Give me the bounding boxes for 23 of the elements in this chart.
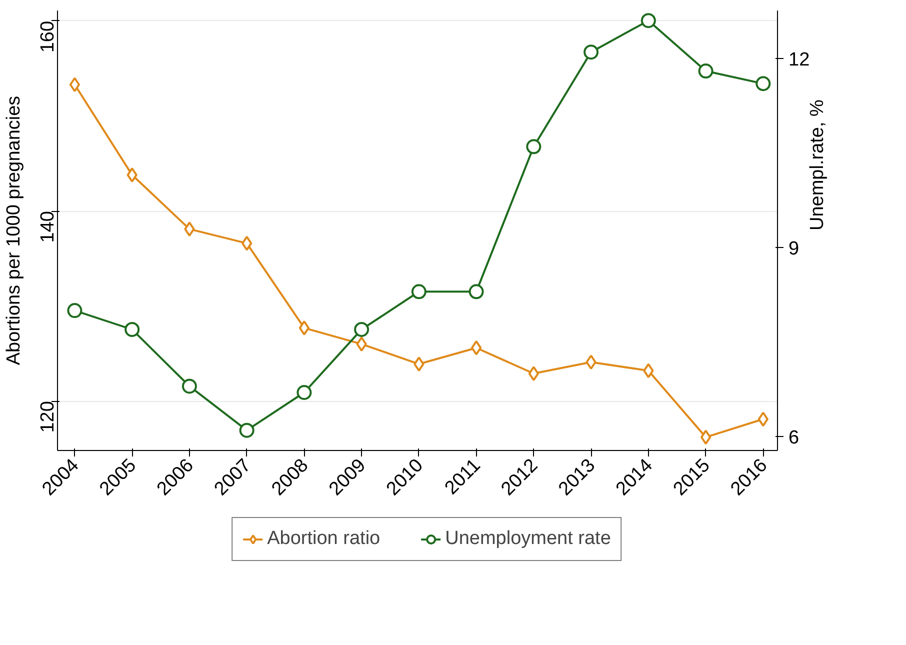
point	[468, 284, 484, 300]
y-tick-label: 140	[38, 211, 58, 243]
y-tick-label: 160	[38, 20, 58, 53]
point	[296, 385, 312, 400]
point	[756, 76, 771, 92]
legend-label: Abortion ratio	[267, 528, 380, 550]
point	[698, 64, 714, 79]
y2-tick-label: 6	[788, 428, 800, 449]
point	[526, 139, 542, 154]
y2-tick-label: 9	[788, 238, 800, 260]
point	[640, 13, 656, 28]
y2-tick-label: 12	[788, 49, 810, 70]
point	[239, 422, 254, 438]
point	[182, 378, 197, 394]
legend-label: Unemployment rate	[445, 528, 611, 550]
y-tick-label: 120	[38, 401, 58, 433]
point	[584, 44, 599, 60]
point	[67, 303, 82, 318]
point	[124, 322, 140, 337]
point	[411, 284, 426, 300]
y-axis-title: Abortions per 1000 pregnancies	[4, 96, 24, 366]
point	[354, 322, 370, 337]
y2-axis-title: Unempl.rate, %	[807, 99, 828, 230]
